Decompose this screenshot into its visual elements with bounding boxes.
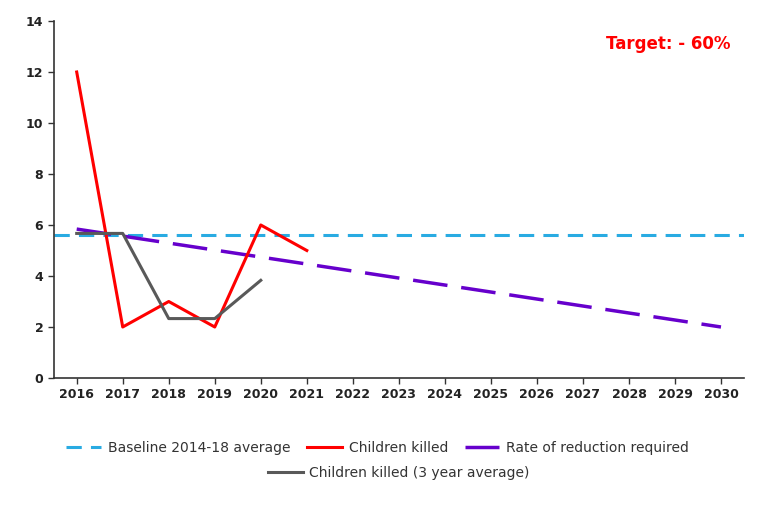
Text: Target: - 60%: Target: - 60%	[606, 35, 730, 53]
Legend: Children killed (3 year average): Children killed (3 year average)	[262, 460, 535, 485]
